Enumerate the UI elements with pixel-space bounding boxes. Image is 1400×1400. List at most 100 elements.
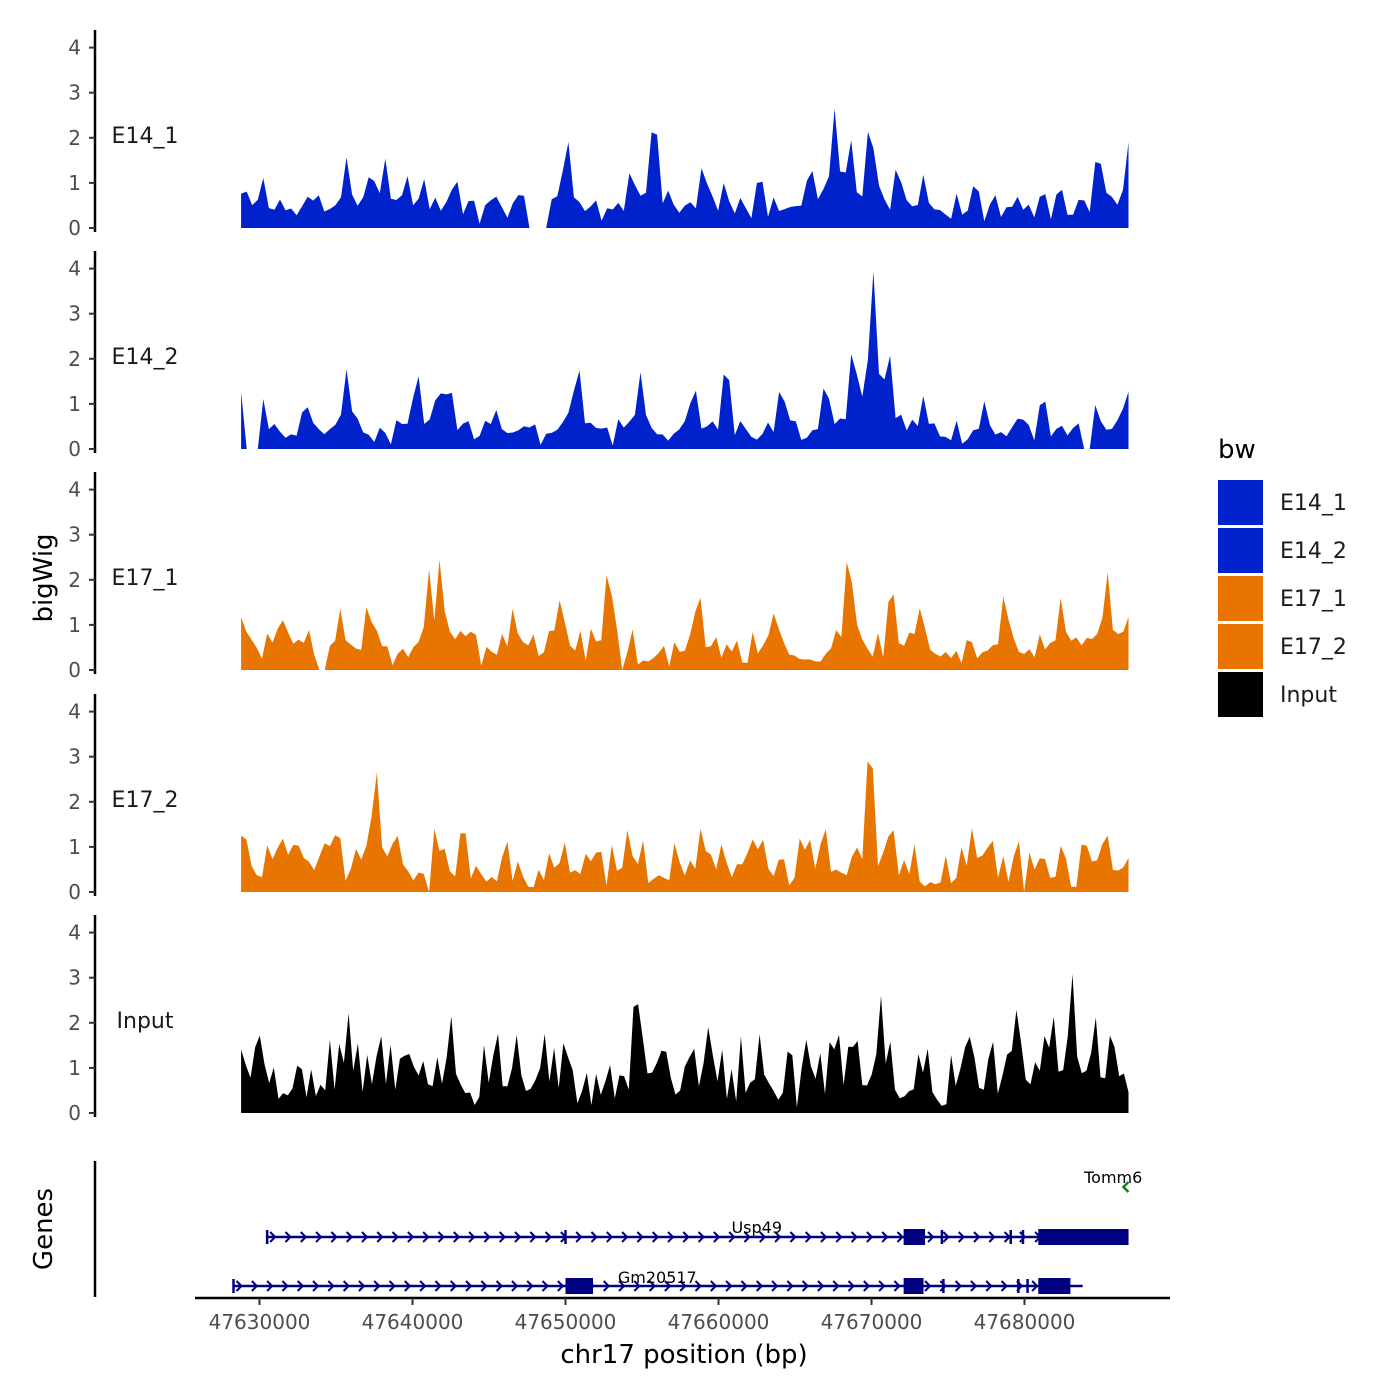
legend-swatch-E17_1	[1218, 576, 1263, 621]
strand-arrow	[651, 1231, 660, 1243]
exon-block	[565, 1278, 594, 1294]
strand-arrow	[1019, 1231, 1027, 1243]
y-tick-label: 3	[68, 745, 81, 769]
legend-label: E17_1	[1280, 587, 1347, 612]
x-tick-label: 47630000	[209, 1310, 311, 1334]
strand-arrow	[755, 1280, 764, 1292]
strand-arrow	[832, 1280, 840, 1292]
x-axis: 47630000 47640000 47650000 47660000 47670000…	[195, 1296, 1170, 1334]
legend-label: E14_2	[1280, 539, 1347, 564]
gene-Gm20517: Gm20517	[232, 1268, 1083, 1294]
strand-arrow	[618, 1280, 626, 1292]
strand-arrow	[434, 1280, 442, 1292]
strand-arrow	[970, 1280, 978, 1292]
strand-arrow	[407, 1231, 415, 1243]
track-Input: 0 1 2 3 4 Input	[68, 915, 1129, 1125]
strand-arrow	[636, 1231, 644, 1243]
y-tick-label: 0	[68, 1101, 81, 1125]
gene-Usp49: Usp49	[265, 1218, 1129, 1245]
strand-arrow	[710, 1280, 718, 1292]
y-tick-label: 2	[68, 1011, 81, 1035]
y-tick-label: 2	[68, 126, 81, 150]
strand-arrow	[529, 1231, 537, 1243]
track-E14_2: 0 1 2 3 4 E14_2	[68, 251, 1129, 461]
strand-arrow	[606, 1231, 614, 1243]
track-label: E14_2	[112, 345, 179, 370]
legend-swatch-E14_2	[1218, 528, 1263, 573]
strand-arrow	[498, 1231, 507, 1243]
strand-arrow	[850, 1231, 858, 1243]
y-tick-label: 1	[68, 392, 81, 416]
y-tick-label: 4	[68, 700, 81, 724]
strand-arrow	[422, 1231, 430, 1243]
strand-arrow	[269, 1231, 277, 1243]
signal-area-E17_1	[241, 559, 1129, 670]
strand-arrow	[725, 1280, 733, 1292]
strand-arrow	[893, 1280, 901, 1292]
strand-arrow	[465, 1280, 473, 1292]
strand-arrow	[988, 1231, 996, 1243]
strand-arrow	[743, 1231, 751, 1243]
x-tick-label: 47670000	[821, 1310, 923, 1334]
exon-block	[1038, 1278, 1071, 1294]
strand-arrow	[927, 1231, 935, 1243]
y-tick-label: 3	[68, 523, 81, 547]
strand-arrow	[480, 1280, 488, 1292]
strand-arrow	[648, 1280, 657, 1292]
strand-arrow	[404, 1280, 412, 1292]
gene-name-label: Tomm6	[1083, 1168, 1142, 1187]
strand-arrow	[449, 1280, 458, 1292]
y-tick-label: 3	[68, 81, 81, 105]
strand-arrow	[373, 1280, 381, 1292]
legend-swatch-Input	[1218, 672, 1263, 717]
track-label: E17_2	[112, 788, 179, 813]
strand-arrow	[1000, 1280, 1008, 1292]
strand-arrow	[312, 1280, 320, 1292]
strand-arrow	[633, 1280, 641, 1292]
gene-name-label: Usp49	[731, 1218, 782, 1237]
strand-arrow	[881, 1231, 889, 1243]
strand-arrow	[541, 1280, 549, 1292]
strand-arrow	[985, 1280, 993, 1292]
gene-Tomm6: Tomm6	[1083, 1168, 1142, 1193]
track-label: E17_1	[112, 566, 179, 591]
strand-arrow	[759, 1231, 767, 1243]
strand-arrow	[713, 1231, 721, 1243]
strand-arrow	[437, 1231, 445, 1243]
strand-arrow	[1121, 1181, 1130, 1193]
strand-arrow	[954, 1280, 963, 1292]
strand-arrow	[557, 1280, 565, 1292]
y-axis-title: bigWig	[29, 533, 59, 622]
x-tick-label: 47640000	[362, 1310, 464, 1334]
strand-arrow	[266, 1280, 274, 1292]
y-tick-label: 0	[68, 437, 81, 461]
strand-arrow	[939, 1280, 947, 1292]
strand-arrow	[863, 1280, 871, 1292]
track-E17_2: 0 1 2 3 4 E17_2	[68, 694, 1129, 904]
y-tick-label: 4	[68, 257, 81, 281]
strand-arrow	[835, 1231, 843, 1243]
legend: bw E14_1 E14_2 E17_1 E17_2 Input	[1218, 435, 1347, 717]
strand-arrow	[483, 1231, 491, 1243]
strand-arrow	[590, 1231, 598, 1243]
strand-arrow	[300, 1231, 308, 1243]
y-tick-label: 4	[68, 36, 81, 60]
strand-arrow	[896, 1231, 904, 1243]
strand-arrow	[866, 1231, 874, 1243]
strand-arrow	[771, 1280, 779, 1292]
x-tick-label: 47680000	[974, 1310, 1076, 1334]
strand-arrow	[664, 1280, 672, 1292]
strand-arrow	[774, 1231, 782, 1243]
y-tick-label: 3	[68, 966, 81, 990]
y-tick-label: 1	[68, 1056, 81, 1080]
track-E14_1: 0 1 2 3 4 E14_1	[68, 30, 1129, 240]
y-tick-label: 1	[68, 171, 81, 195]
strand-arrow	[621, 1231, 629, 1243]
strand-arrow	[544, 1231, 552, 1243]
y-tick-label: 2	[68, 790, 81, 814]
gene-name-label: Gm20517	[618, 1268, 697, 1287]
strand-arrow	[453, 1231, 461, 1243]
strand-arrow	[1031, 1280, 1039, 1292]
strand-arrow	[358, 1280, 366, 1292]
